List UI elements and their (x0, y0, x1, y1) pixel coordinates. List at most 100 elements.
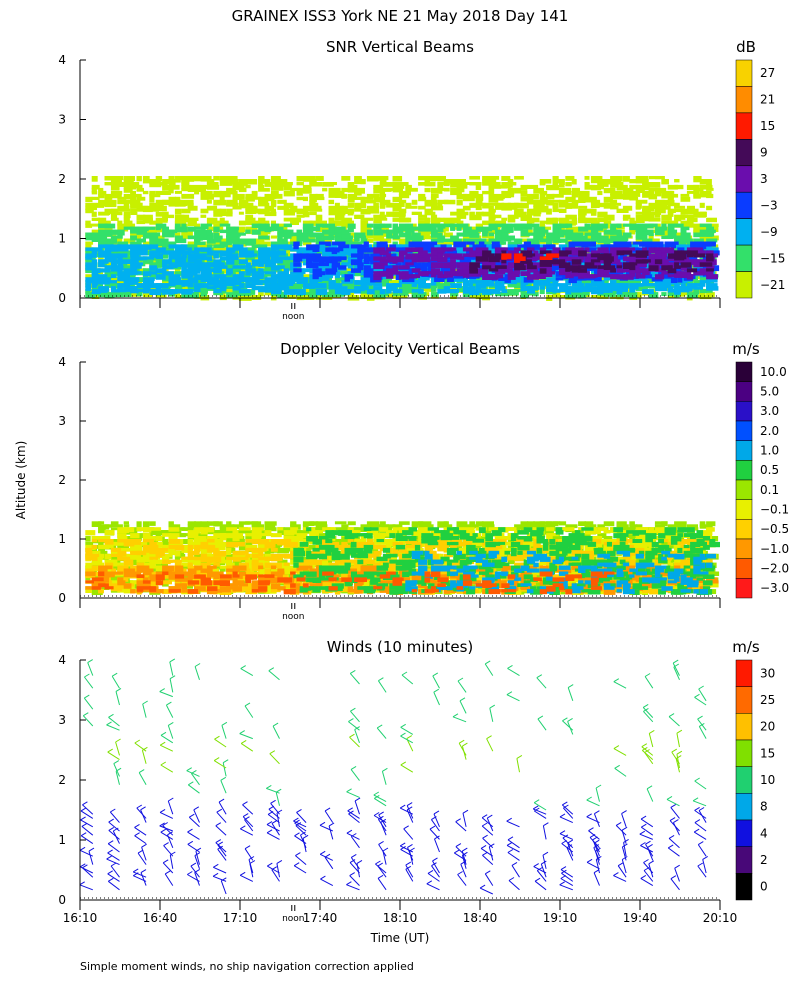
heat-cell (354, 188, 365, 194)
heat-cell (700, 191, 712, 194)
heat-cell (149, 191, 155, 196)
heat-cell (143, 215, 153, 221)
heat-cell (162, 227, 169, 231)
heat-cell (239, 233, 246, 236)
heat-cell (559, 179, 565, 185)
heat-cell (258, 236, 269, 240)
heat-cell (501, 233, 508, 239)
heat-cell (636, 250, 649, 256)
heat-cell (546, 277, 554, 282)
heat-cell (623, 176, 630, 182)
heat-cell (309, 239, 315, 243)
heat-cell (565, 286, 572, 292)
heat-cell (277, 233, 284, 238)
heat-cell (265, 271, 277, 274)
heat-cell (245, 289, 250, 293)
heat-cell (578, 283, 584, 286)
heat-cell (469, 191, 478, 194)
heat-cell (642, 280, 649, 284)
heat-cell (319, 271, 325, 275)
heat-cell (636, 200, 648, 204)
heat-cell (687, 215, 694, 220)
heat-cell (284, 289, 297, 295)
heat-cell (329, 218, 335, 222)
heat-cell (674, 185, 683, 189)
heat-cell (188, 242, 195, 245)
heat-cell (450, 289, 459, 293)
heat-cell (671, 242, 679, 245)
heat-cell (130, 209, 136, 213)
heat-cell (188, 176, 195, 180)
heat-cell (437, 253, 443, 258)
heat-cell (220, 274, 226, 278)
heat-cell (207, 244, 213, 247)
heat-cell (220, 209, 226, 213)
heat-cell (156, 176, 162, 182)
heat-cell (604, 277, 611, 280)
heat-cell (239, 188, 247, 192)
heat-cell (565, 265, 572, 271)
heat-cell (706, 253, 713, 258)
heat-cell (188, 185, 201, 188)
heat-cell (149, 521, 155, 526)
heat-cell (604, 253, 612, 257)
heat-cell (623, 206, 632, 211)
heat-cell (649, 203, 656, 206)
heat-cell (245, 239, 256, 245)
panel-title: SNR Vertical Beams (326, 38, 474, 56)
heat-cell (514, 176, 524, 180)
heat-cell (450, 259, 456, 263)
heat-cell (706, 292, 715, 297)
heat-cell (450, 227, 455, 231)
heat-cell (693, 233, 700, 238)
heat-cell (354, 280, 361, 285)
heat-cell (303, 197, 308, 201)
heat-cell (290, 188, 298, 191)
heat-cell (233, 191, 238, 196)
heat-cell (207, 191, 213, 195)
heat-cell (418, 247, 423, 251)
heat-cell (495, 215, 502, 219)
heat-cell (546, 185, 559, 190)
heat-cell (405, 262, 414, 265)
heat-cell (444, 188, 450, 192)
heat-cell (693, 253, 705, 257)
heat-cell (661, 253, 667, 257)
heat-cell (175, 209, 182, 215)
heat-cell (124, 176, 135, 181)
heat-cell (693, 191, 699, 197)
heat-cell (271, 236, 277, 239)
heat-cell (412, 212, 422, 215)
heat-cell (309, 212, 317, 215)
heat-cell (585, 233, 592, 236)
heat-cell (399, 200, 406, 203)
heat-cell (706, 224, 712, 227)
colorbar-swatch (736, 139, 752, 165)
heat-cell (367, 224, 374, 228)
heat-cell (194, 242, 205, 246)
heat-cell (703, 242, 710, 247)
heat-cell (553, 203, 559, 209)
heat-cell (220, 197, 225, 200)
heat-cell (668, 265, 673, 268)
heat-cell (604, 239, 611, 242)
heat-cell (687, 268, 697, 272)
heat-cell (290, 206, 297, 210)
heat-cell (572, 200, 579, 204)
heat-cell (98, 188, 103, 191)
heat-cell (450, 283, 462, 288)
heat-cell (364, 242, 369, 248)
heat-cell (508, 179, 514, 184)
heat-cell (604, 221, 612, 224)
noon-label: noon (282, 312, 304, 322)
heat-cell (207, 256, 212, 261)
heat-cell (540, 191, 548, 196)
heat-cell (293, 242, 299, 246)
heat-cell (111, 274, 117, 278)
heat-cell (629, 218, 635, 221)
heat-cell (469, 212, 475, 216)
heat-cell (377, 242, 388, 247)
heat-cell (111, 215, 117, 219)
heat-cell (649, 233, 654, 237)
